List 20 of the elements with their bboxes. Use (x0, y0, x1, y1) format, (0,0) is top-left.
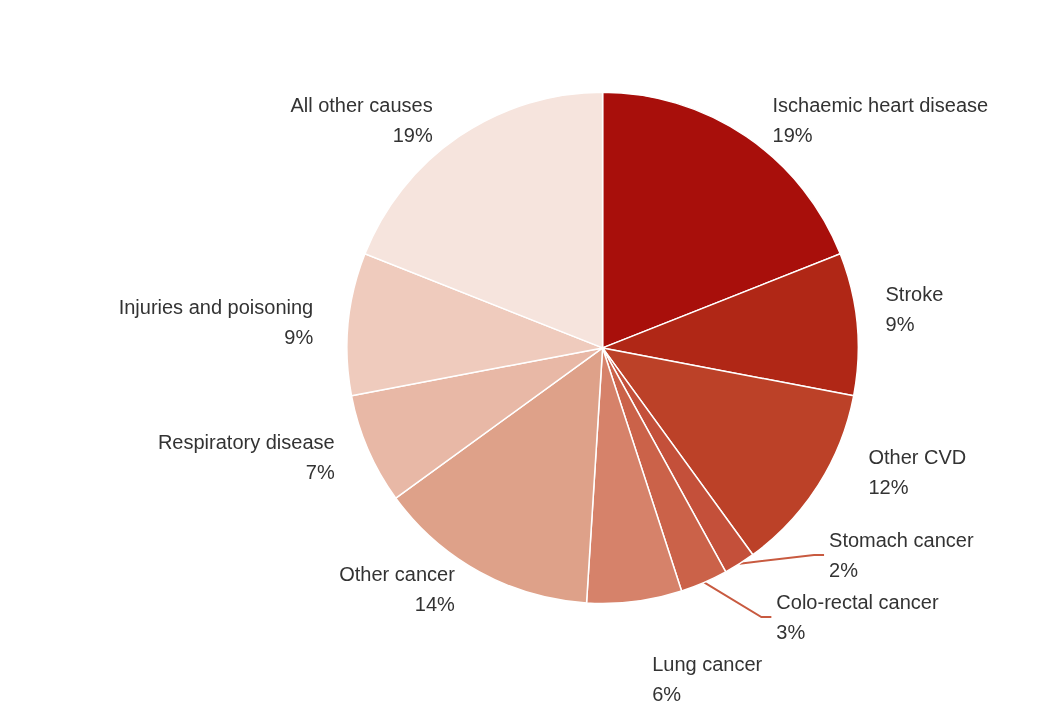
slice-label: Injuries and poisoning (118, 295, 314, 318)
slice-label: All other causes (290, 93, 433, 116)
data-label: 19% (772, 123, 813, 146)
data-label: 7% (305, 461, 335, 484)
data-label: 19% (392, 123, 433, 146)
data-label: 14% (414, 593, 456, 616)
slice-label: Other cancer (339, 563, 456, 586)
slice-label: Colo-rectal cancer (776, 591, 939, 613)
data-label: 12% (868, 476, 909, 499)
data-label: 6% (652, 683, 682, 705)
slice-label: Respiratory disease (157, 431, 335, 454)
slice-label: Lung cancer (652, 653, 763, 675)
data-label: 3% (776, 621, 806, 643)
data-label: 9% (885, 312, 915, 335)
slice-label: Stomach cancer (829, 529, 974, 551)
slice-label: Other CVD (868, 446, 967, 469)
slice-label: Stroke (885, 282, 944, 305)
data-label: 2% (829, 559, 859, 581)
data-label: 9% (284, 325, 314, 348)
slice-label: Ischaemic heart disease (772, 93, 989, 116)
